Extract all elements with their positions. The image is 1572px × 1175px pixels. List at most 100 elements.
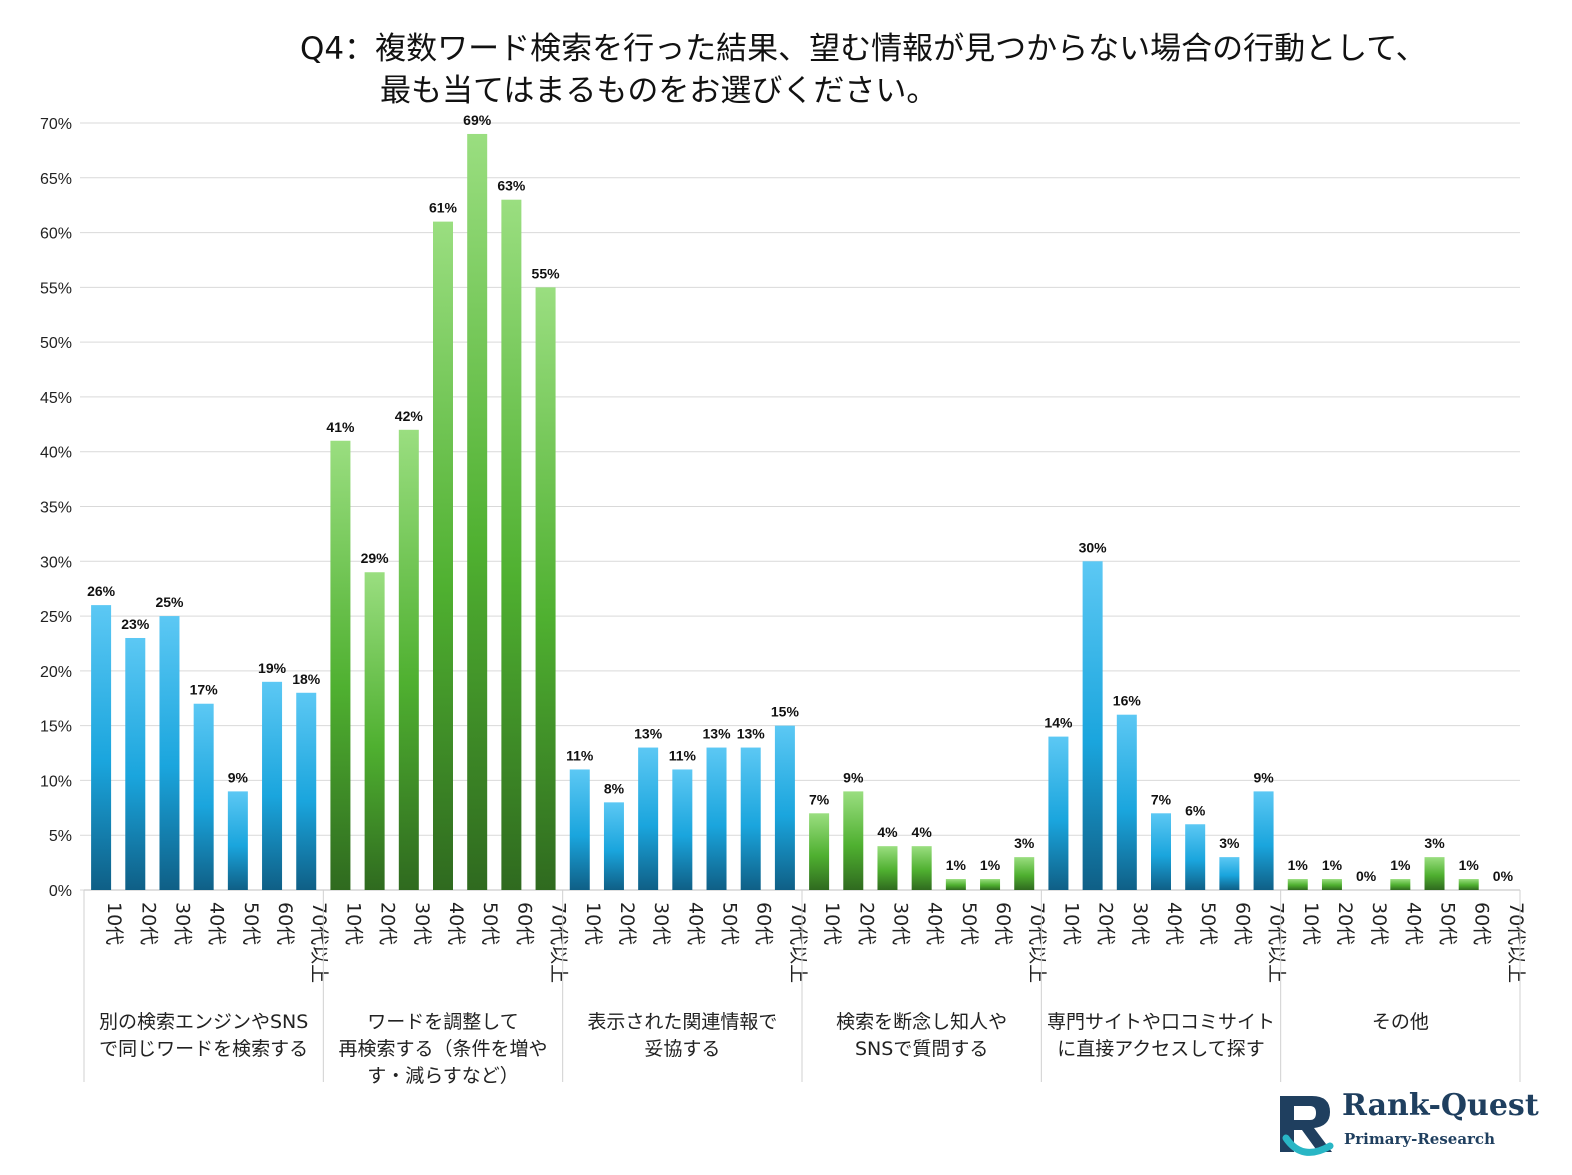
- data-label: 11%: [669, 747, 697, 763]
- x-tick-label: 70代以上: [308, 902, 330, 983]
- bar: [467, 133, 488, 890]
- y-tick-label: 60%: [40, 226, 72, 243]
- y-tick-label: 65%: [40, 171, 72, 188]
- x-tick-label: 70代以上: [548, 902, 570, 983]
- x-tick-label: 20代: [377, 902, 399, 945]
- x-tick-label: 50代: [1437, 902, 1459, 945]
- bar: [535, 287, 556, 890]
- group-label: 妥協する: [644, 1038, 720, 1060]
- bar: [843, 791, 864, 890]
- data-label: 16%: [1113, 693, 1142, 709]
- x-tick-label: 60代: [1231, 902, 1253, 945]
- x-tick-label: 60代: [753, 902, 775, 945]
- group-label: 別の検索エンジンやSNS: [99, 1011, 308, 1033]
- group-label: 再検索する（条件を増や: [338, 1038, 547, 1060]
- data-label: 15%: [771, 704, 800, 720]
- y-tick-label: 20%: [40, 664, 72, 681]
- data-label: 1%: [1390, 857, 1411, 873]
- x-tick-label: 10代: [582, 902, 604, 945]
- x-tick-label: 60代: [274, 902, 296, 945]
- data-label: 17%: [190, 682, 219, 698]
- bar: [433, 221, 453, 891]
- data-label: 13%: [737, 726, 766, 742]
- data-label: 4%: [877, 824, 898, 840]
- bar: [1151, 813, 1171, 890]
- x-tick-label: 50代: [479, 902, 501, 945]
- bar: [1014, 857, 1035, 890]
- x-tick-label: 70代以上: [1505, 902, 1527, 983]
- data-label: 6%: [1185, 802, 1206, 818]
- bar: [911, 846, 932, 890]
- bar: [1287, 879, 1308, 890]
- bar: [809, 813, 830, 890]
- bar: [774, 725, 795, 890]
- data-label: 7%: [809, 791, 830, 807]
- data-label: 42%: [395, 408, 424, 424]
- x-tick-label: 60代: [992, 902, 1014, 945]
- x-tick-label: 20代: [1334, 902, 1356, 945]
- x-tick-label: 30代: [1129, 902, 1151, 945]
- x-tick-label: 60代: [1471, 902, 1493, 945]
- bar: [1390, 879, 1411, 890]
- y-tick-label: 35%: [40, 500, 72, 517]
- data-label: 9%: [1253, 769, 1274, 785]
- group-label: で同じワードを検索する: [99, 1038, 308, 1060]
- x-tick-label: 40代: [1163, 902, 1185, 945]
- bar: [740, 747, 761, 890]
- group-label: す・減らすなど）: [367, 1065, 519, 1087]
- data-label: 1%: [980, 857, 1001, 873]
- data-label: 18%: [292, 671, 321, 687]
- data-label: 0%: [1356, 868, 1377, 884]
- x-tick-label: 50代: [958, 902, 980, 945]
- x-tick-label: 50代: [719, 902, 741, 945]
- x-tick-label: 30代: [1368, 902, 1390, 945]
- y-tick-label: 40%: [40, 445, 72, 462]
- x-tick-label: 60代: [513, 902, 535, 945]
- x-tick-label: 30代: [411, 902, 433, 945]
- bar: [193, 703, 214, 890]
- logo-mark-icon: [1280, 1096, 1334, 1156]
- y-tick-label: 5%: [49, 828, 72, 845]
- y-tick-label: 30%: [40, 554, 72, 571]
- data-label: 7%: [1151, 791, 1172, 807]
- data-label: 30%: [1079, 539, 1108, 555]
- x-tick-label: 30代: [889, 902, 911, 945]
- bar: [603, 802, 624, 890]
- bar: [980, 879, 1001, 890]
- logo-subtext: Primary-Research: [1344, 1130, 1495, 1148]
- group-label: 検索を断念し知人や: [836, 1010, 1007, 1033]
- x-tick-label: 30代: [650, 902, 672, 945]
- x-tick-label: 40代: [445, 902, 467, 945]
- bar: [638, 747, 659, 890]
- bar: [877, 846, 898, 890]
- x-tick-label: 10代: [821, 902, 843, 945]
- data-label: 14%: [1044, 715, 1073, 731]
- bar: [1424, 857, 1445, 890]
- y-tick-label: 0%: [49, 883, 72, 900]
- data-label: 25%: [155, 594, 184, 610]
- logo-text: Rank-Quest: [1342, 1088, 1539, 1123]
- bar: [364, 572, 385, 890]
- group-label: 表示された関連情報で: [587, 1011, 777, 1033]
- data-label: 23%: [121, 616, 150, 632]
- x-tick-label: 70代以上: [1266, 902, 1288, 983]
- x-tick-label: 70代以上: [787, 902, 809, 983]
- group-label: 専門サイトや口コミサイト: [1047, 1011, 1275, 1033]
- data-label: 9%: [843, 769, 864, 785]
- bar: [1219, 857, 1240, 890]
- x-tick-label: 20代: [137, 902, 159, 945]
- bar: [501, 199, 522, 890]
- data-label: 69%: [463, 112, 492, 128]
- y-tick-label: 25%: [40, 609, 72, 626]
- logo: Rank-Quest Primary-Research: [1272, 1088, 1539, 1158]
- bar: [1185, 824, 1206, 890]
- bar: [1048, 736, 1069, 890]
- group-label: その他: [1372, 1011, 1429, 1033]
- bar: [398, 429, 419, 890]
- data-label: 3%: [1424, 835, 1445, 851]
- bar: [1253, 791, 1274, 890]
- bar: [296, 692, 317, 890]
- data-label: 13%: [703, 726, 732, 742]
- bar: [1082, 561, 1103, 890]
- data-label: 8%: [604, 780, 625, 796]
